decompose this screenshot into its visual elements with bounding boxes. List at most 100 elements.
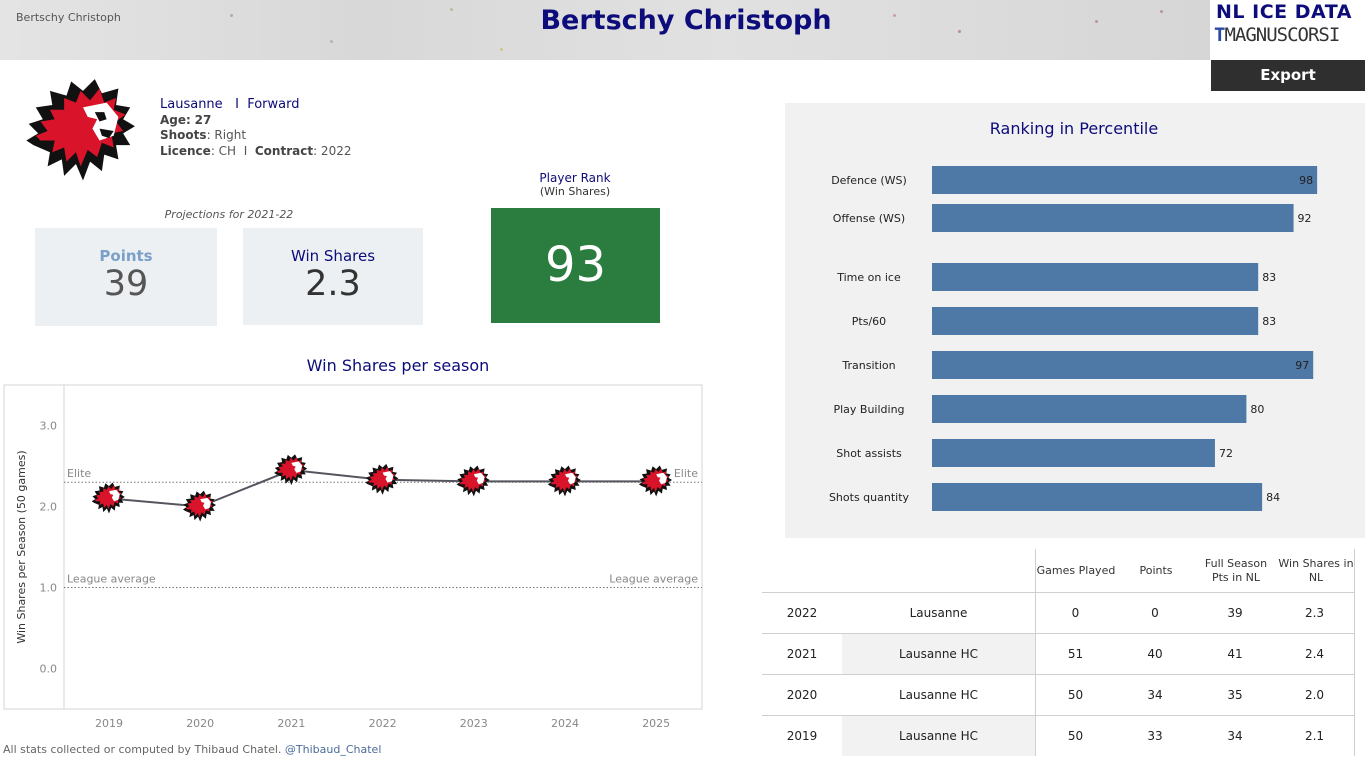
bar-category-label: Shots quantity <box>829 491 910 504</box>
lion-marker-icon[interactable] <box>365 463 399 495</box>
shoots-label: Shoots <box>160 128 207 142</box>
licence-label: Licence <box>160 143 211 158</box>
map-texture <box>1160 10 1163 13</box>
full-season-cell: 34 <box>1227 729 1243 743</box>
brand-logo-mark: T <box>1214 24 1225 46</box>
y-tick-label: 2.0 <box>40 501 58 514</box>
win-shares-value: 2.3 <box>305 264 361 304</box>
map-texture <box>1095 20 1098 23</box>
bar-value-label: 72 <box>1219 447 1233 460</box>
map-texture <box>450 8 453 11</box>
brand-logo: NL ICE DATA TMAGNUSCORSI <box>1211 0 1365 58</box>
header-full-season: Full Season Pts in NL <box>1204 556 1268 584</box>
shoots-line: Shoots: Right <box>160 128 351 144</box>
lion-marker-icon[interactable] <box>456 465 490 497</box>
header-points: Points <box>1139 563 1173 577</box>
map-texture <box>330 40 333 43</box>
percentile-bar[interactable] <box>932 204 1294 232</box>
reference-label: League average <box>609 573 698 586</box>
bar-category-label: Time on ice <box>836 271 901 284</box>
contract-label: Contract <box>254 143 314 158</box>
player-rank-value: 93 <box>491 208 660 323</box>
bar-value-label: 80 <box>1250 403 1264 416</box>
export-button[interactable]: Export <box>1211 60 1365 91</box>
ws-cell: 2.3 <box>1275 593 1355 633</box>
y-tick-label: 1.0 <box>40 582 58 595</box>
reference-label: Elite <box>674 467 698 480</box>
season-cell: 2022 <box>786 606 818 620</box>
points-cell: 34 <box>1147 688 1163 702</box>
lion-marker-icon[interactable] <box>274 454 308 486</box>
games-cell: 50 <box>1035 675 1115 715</box>
lion-marker-shape <box>109 489 120 502</box>
team-cell: Lausanne HC <box>842 716 1035 756</box>
x-tick-label: 2025 <box>642 717 670 730</box>
x-tick-label: 2022 <box>369 717 397 730</box>
bar-category-label: Transition <box>841 359 895 372</box>
lion-marker-shape <box>565 472 576 485</box>
licence-value: : CH <box>210 143 237 158</box>
win-shares-card: Win Shares 2.3 <box>243 228 423 325</box>
header-banner: Bertschy Christoph Bertschy Christoph <box>0 0 1210 60</box>
percentile-title: Ranking in Percentile <box>989 119 1159 138</box>
player-info: Lausanne I Forward Age: 27 Shoots: Right… <box>160 97 351 159</box>
lion-marker-shape <box>200 497 211 510</box>
full-season-cell: 39 <box>1227 606 1243 620</box>
lion-marker-icon[interactable] <box>91 482 125 514</box>
age-line: Age: 27 <box>160 113 351 129</box>
lion-marker-icon[interactable] <box>547 465 581 497</box>
ws-cell: 2.0 <box>1275 675 1355 715</box>
table-row: 2019 Lausanne HC 50 33 34 2.1 <box>762 715 1355 756</box>
shoots-value: : Right <box>206 128 247 142</box>
page-title: Bertschy Christoph <box>540 5 832 36</box>
reference-label: League average <box>67 573 156 586</box>
percentile-bar[interactable] <box>932 483 1263 511</box>
points-label: Points <box>99 247 153 265</box>
games-cell: 0 <box>1035 593 1115 633</box>
team-cell: Lausanne <box>842 593 1035 633</box>
team-cell: Lausanne HC <box>842 675 1035 715</box>
season-cell: 2019 <box>786 729 818 743</box>
player-rank-label: Player Rank <box>539 171 611 185</box>
points-cell: 0 <box>1151 606 1159 620</box>
table-row: 2021 Lausanne HC 51 40 41 2.4 <box>762 633 1355 674</box>
percentile-bar[interactable] <box>932 395 1247 423</box>
lion-marker-icon[interactable] <box>638 465 673 497</box>
bar-value-label: 97 <box>1295 359 1309 372</box>
x-tick-label: 2024 <box>551 717 579 730</box>
bar-value-label: 83 <box>1262 315 1276 328</box>
twitter-handle-link[interactable]: @Thibaud_Chatel <box>284 743 382 756</box>
bar-value-label: 83 <box>1262 271 1276 284</box>
points-value: 39 <box>103 264 149 304</box>
percentile-bar[interactable] <box>932 351 1314 379</box>
percentile-bar[interactable] <box>932 263 1259 291</box>
projections-label: Projections for 2021-22 <box>164 208 294 221</box>
contract-value: : 2022 <box>313 143 352 158</box>
footer-text: All stats collected or computed by Thiba… <box>3 743 282 756</box>
games-cell: 51 <box>1035 634 1115 674</box>
table-header: Games Played Points Full Season Pts in N… <box>1035 549 1355 592</box>
points-cell: 40 <box>1147 647 1163 661</box>
table-row: 2022 Lausanne 0 0 39 2.3 <box>762 592 1355 633</box>
ws-cell: 2.1 <box>1275 716 1355 756</box>
separator: I <box>235 97 239 112</box>
season-cell: 2021 <box>786 647 818 661</box>
percentile-bar[interactable] <box>932 307 1259 335</box>
win-shares-label: Win Shares <box>290 247 376 265</box>
lion-marker-shape <box>291 461 303 473</box>
map-texture <box>500 48 503 51</box>
percentile-bar[interactable] <box>932 166 1318 194</box>
reference-label: Elite <box>67 467 91 480</box>
bar-category-label: Pts/60 <box>852 315 886 328</box>
age-label: Age: <box>160 112 191 127</box>
bar-category-label: Shot assists <box>836 447 902 460</box>
map-texture <box>893 14 896 17</box>
map-texture <box>958 30 961 33</box>
lion-marker-shape <box>382 471 394 483</box>
percentile-bar[interactable] <box>932 439 1215 467</box>
y-tick-label: 0.0 <box>40 663 58 676</box>
header-win-shares: Win Shares in NL <box>1278 556 1354 584</box>
bar-value-label: 98 <box>1299 174 1313 187</box>
points-card: Points 39 <box>35 228 217 326</box>
lion-marker-icon[interactable] <box>182 490 217 522</box>
